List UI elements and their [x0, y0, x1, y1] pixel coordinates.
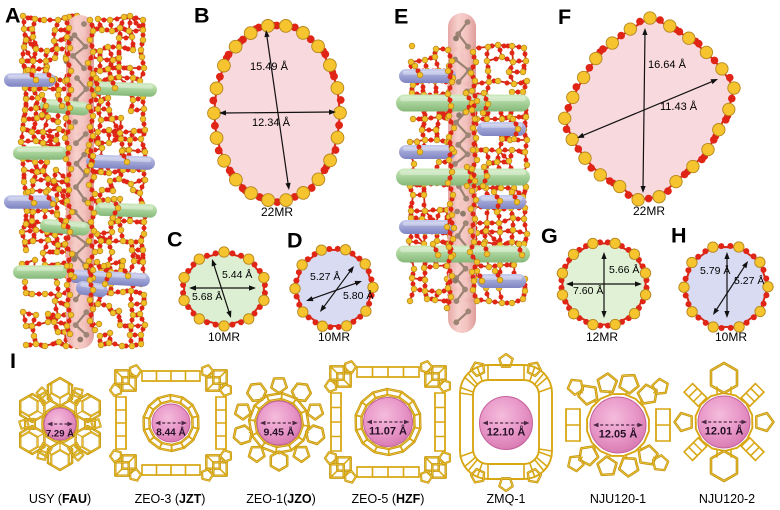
svg-text:10MR: 10MR: [318, 330, 350, 344]
svg-text:9.45 Å: 9.45 Å: [264, 426, 295, 439]
svg-text:8.44 Å: 8.44 Å: [156, 426, 185, 439]
svg-text:NJU120-1: NJU120-1: [590, 492, 646, 506]
svg-text:ZMQ-1: ZMQ-1: [487, 492, 526, 506]
svg-text:F: F: [558, 5, 571, 29]
svg-text:12.10 Å: 12.10 Å: [487, 426, 526, 439]
svg-text:E: E: [394, 5, 408, 29]
svg-text:5.66 Å: 5.66 Å: [609, 263, 639, 276]
svg-text:H: H: [671, 224, 687, 248]
svg-text:15.49 Å: 15.49 Å: [250, 60, 289, 73]
svg-text:C: C: [167, 228, 183, 252]
svg-text:5.27 Å: 5.27 Å: [734, 274, 764, 287]
svg-text:ZEO-1(JZO): ZEO-1(JZO): [246, 492, 315, 506]
svg-text:22MR: 22MR: [633, 204, 665, 218]
svg-text:ZEO-5 (HZF): ZEO-5 (HZF): [352, 492, 425, 506]
svg-text:11.07 Å: 11.07 Å: [369, 425, 407, 438]
svg-text:A: A: [5, 4, 21, 28]
svg-text:5.80 Å: 5.80 Å: [343, 289, 373, 302]
svg-text:D: D: [287, 229, 303, 253]
svg-text:5.44 Å: 5.44 Å: [222, 268, 252, 281]
svg-text:NJU120-2: NJU120-2: [699, 492, 755, 506]
svg-text:7.60 Å: 7.60 Å: [573, 284, 603, 297]
svg-text:12.05 Å: 12.05 Å: [599, 428, 638, 441]
svg-text:5.27 Å: 5.27 Å: [310, 270, 340, 283]
svg-text:10MR: 10MR: [715, 330, 747, 344]
svg-text:12.34 Å: 12.34 Å: [252, 116, 291, 129]
svg-text:7.29 Å: 7.29 Å: [46, 429, 74, 440]
svg-text:5.79 Å: 5.79 Å: [700, 264, 730, 277]
svg-text:11.43 Å: 11.43 Å: [660, 100, 698, 113]
svg-text:22MR: 22MR: [261, 205, 293, 219]
svg-text:12.01 Å: 12.01 Å: [705, 425, 744, 438]
svg-text:B: B: [194, 4, 210, 28]
svg-text:16.64 Å: 16.64 Å: [648, 58, 687, 71]
svg-text:ZEO-3 (JZT): ZEO-3 (JZT): [135, 492, 206, 506]
svg-text:10MR: 10MR: [208, 330, 240, 344]
svg-text:12MR: 12MR: [586, 330, 618, 344]
svg-text:G: G: [541, 224, 558, 248]
svg-text:USY (FAU): USY (FAU): [29, 492, 91, 506]
svg-text:5.68 Å: 5.68 Å: [192, 290, 222, 303]
svg-text:I: I: [10, 349, 16, 373]
